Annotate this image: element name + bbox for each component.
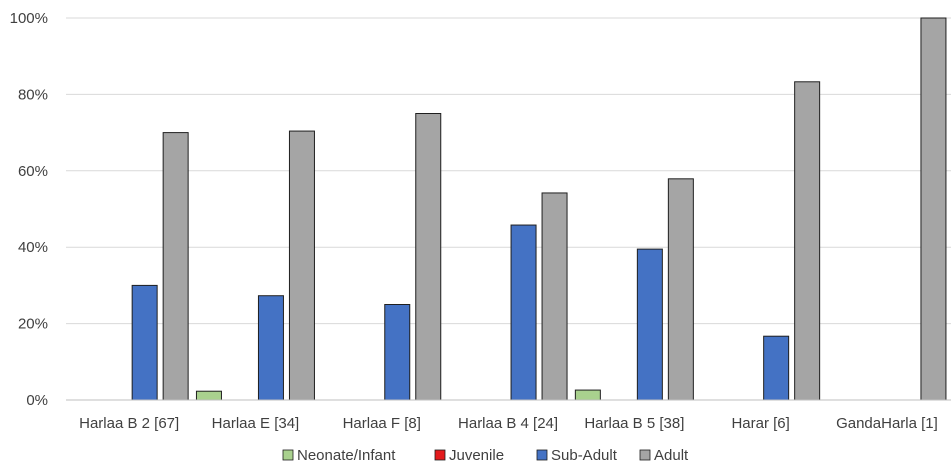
legend-label: Neonate/Infant xyxy=(297,447,396,464)
bars xyxy=(131,17,947,401)
bar-neonate-infant xyxy=(195,390,222,401)
bar-sub-adult xyxy=(510,224,537,401)
legend-swatch xyxy=(639,449,651,461)
x-tick-label: Harlaa B 5 [38] xyxy=(584,415,684,432)
x-tick-label: GandaHarla [1] xyxy=(836,415,938,432)
bar-sub-adult xyxy=(131,284,158,401)
y-tick-label: 100% xyxy=(10,10,48,27)
bar-adult xyxy=(162,132,189,401)
y-tick-label: 20% xyxy=(18,316,48,333)
legend-label: Sub-Adult xyxy=(551,447,618,464)
bar-sub-adult xyxy=(763,335,790,401)
x-tick-label: Harlaa F [8] xyxy=(343,415,421,432)
x-tick-label: Harlaa B 4 [24] xyxy=(458,415,558,432)
bar-adult xyxy=(920,17,947,401)
legend-label: Adult xyxy=(654,447,689,464)
bar-adult xyxy=(541,192,568,401)
legend-label: Juvenile xyxy=(449,447,504,464)
y-tick-label: 60% xyxy=(18,163,48,180)
x-axis-ticks: Harlaa B 2 [67] Harlaa E [34] Harlaa F [8]… xyxy=(79,415,938,432)
y-tick-label: 80% xyxy=(18,86,48,103)
bar-adult xyxy=(667,178,694,401)
y-tick-label: 40% xyxy=(18,239,48,256)
bar-adult xyxy=(415,113,442,401)
x-tick-label: Harlaa E [34] xyxy=(212,415,300,432)
legend-swatch xyxy=(536,449,548,461)
y-axis-ticks: 0% 20% 40% 60% 80% 100% xyxy=(10,10,48,409)
bar-adult xyxy=(288,130,315,401)
bar-neonate-infant xyxy=(574,389,601,401)
legend-swatch xyxy=(434,449,446,461)
x-tick-label: Harar [6] xyxy=(731,415,789,432)
bar-sub-adult xyxy=(257,295,284,401)
bar-sub-adult xyxy=(636,248,663,401)
bar-adult xyxy=(794,81,821,401)
legend-swatch xyxy=(282,449,294,461)
legend: Neonate/Infant Juvenile Sub-Adult Adult xyxy=(282,447,689,464)
x-tick-label: Harlaa B 2 [67] xyxy=(79,415,179,432)
y-tick-label: 0% xyxy=(26,392,48,409)
bar-sub-adult xyxy=(384,304,411,401)
